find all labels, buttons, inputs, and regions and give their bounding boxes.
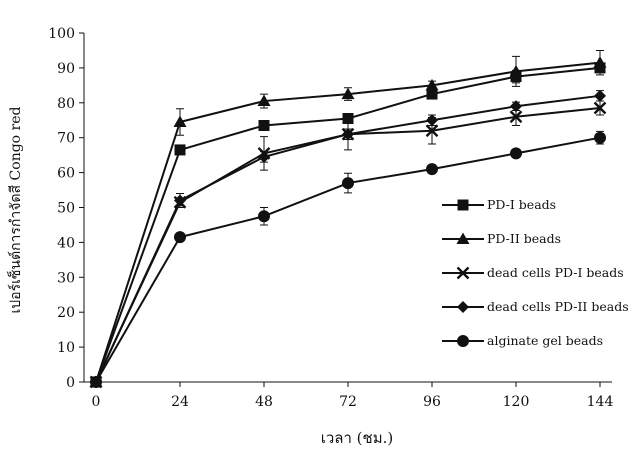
- legend-marker: [457, 301, 469, 313]
- legend-marker: [457, 199, 469, 211]
- y-tick-label: 30: [57, 270, 75, 286]
- x-tick-label: 144: [587, 394, 614, 410]
- legend-label: dead cells PD-I beads: [487, 265, 624, 280]
- legend-label: alginate gel beads: [487, 333, 603, 348]
- data-point: [426, 163, 438, 176]
- y-axis-label: เปอร์เซ็นต์การกำจัดสี Congo red: [6, 106, 24, 313]
- legend-entry: dead cells PD-I beads: [442, 265, 624, 280]
- legend-marker: [457, 335, 469, 347]
- data-point: [258, 210, 270, 223]
- legend-marker: [456, 232, 470, 244]
- x-axis-ticks: 0 24 48 72 96 120 144: [92, 382, 614, 410]
- y-tick-label: 70: [57, 131, 75, 147]
- data-point: [341, 87, 355, 100]
- data-point: [173, 115, 187, 127]
- series-layer: [89, 49, 607, 389]
- legend-label: PD-II beads: [487, 231, 561, 246]
- y-tick-label: 60: [57, 166, 75, 182]
- x-tick-label: 96: [423, 394, 441, 410]
- data-point: [258, 119, 270, 131]
- x-tick-label: 48: [255, 394, 273, 410]
- x-tick-label: 120: [503, 394, 530, 410]
- y-tick-label: 20: [57, 305, 75, 321]
- data-point: [174, 144, 186, 156]
- x-tick-label: 24: [171, 394, 189, 410]
- legend-entry: alginate gel beads: [442, 333, 603, 348]
- data-point: [258, 150, 270, 163]
- legend-entry: PD-I beads: [442, 197, 556, 212]
- data-point: [342, 177, 354, 190]
- data-point: [594, 89, 606, 102]
- data-point: [593, 101, 607, 115]
- legend-entry: dead cells PD-II beads: [442, 299, 629, 314]
- data-point: [510, 100, 522, 113]
- legend-entry: PD-II beads: [442, 231, 561, 246]
- data-point: [426, 114, 438, 127]
- data-point: [342, 128, 354, 141]
- data-point: [509, 110, 523, 124]
- data-point: [426, 88, 438, 100]
- y-tick-label: 100: [48, 26, 75, 42]
- data-point: [174, 231, 186, 244]
- legend: PD-I beads PD-II beads dead cells PD-I bea…: [442, 197, 629, 348]
- x-axis-label: เวลา (ชม.): [321, 429, 393, 447]
- y-axis-ticks: 0 10 20 30 40 50 60 70 80 90 100: [48, 26, 84, 391]
- data-point: [593, 56, 607, 68]
- y-tick-label: 0: [66, 375, 75, 391]
- legend-marker: [456, 266, 470, 280]
- data-point: [174, 194, 186, 207]
- x-tick-label: 72: [339, 394, 357, 410]
- x-tick-label: 0: [92, 394, 101, 410]
- data-point: [90, 376, 102, 388]
- data-point: [509, 64, 523, 77]
- data-point: [510, 147, 522, 160]
- series-alginate-gel-beads: [90, 130, 606, 388]
- data-point: [425, 124, 439, 138]
- data-point: [257, 94, 271, 107]
- y-tick-label: 10: [57, 340, 75, 356]
- data-point: [594, 131, 606, 144]
- legend-label: PD-I beads: [487, 197, 556, 212]
- y-tick-label: 40: [57, 235, 75, 251]
- y-tick-label: 50: [57, 201, 75, 217]
- legend-label: dead cells PD-II beads: [487, 299, 629, 314]
- data-point: [425, 78, 439, 91]
- y-tick-label: 90: [57, 61, 75, 77]
- y-tick-label: 80: [57, 96, 75, 112]
